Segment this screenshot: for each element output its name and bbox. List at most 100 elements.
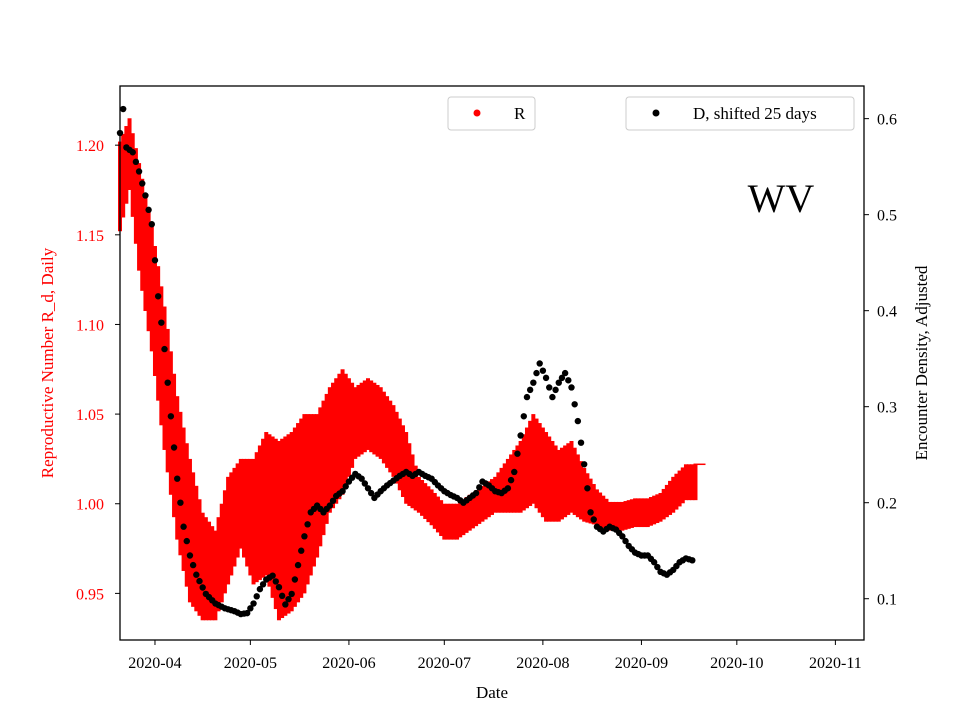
d-point	[561, 369, 569, 377]
r-errorbar	[327, 387, 332, 513]
r-errorbar	[490, 479, 494, 515]
d-point	[135, 168, 143, 175]
r-errorbar	[690, 464, 695, 501]
r-errorbar	[547, 436, 552, 522]
r-errorbar	[251, 458, 256, 585]
r-errorbar	[261, 438, 266, 578]
r-errorbar	[515, 445, 520, 513]
r-errorbar	[594, 489, 599, 526]
d-point	[555, 379, 562, 386]
r-errorbar	[579, 461, 584, 520]
d-point	[622, 537, 629, 545]
r-errorbar	[470, 492, 475, 529]
d-point	[565, 377, 572, 384]
legend-r-marker	[473, 109, 481, 117]
d-point	[291, 576, 299, 583]
r-errorbar	[394, 411, 399, 484]
d-point	[511, 468, 518, 476]
d-point	[282, 601, 289, 608]
d-point	[581, 461, 588, 468]
r-errorbar	[308, 414, 313, 576]
r-errorbar	[509, 454, 514, 513]
d-point	[196, 577, 203, 585]
r-errorbar	[652, 495, 657, 525]
r-errorbar	[524, 427, 529, 509]
r-errorbar	[410, 454, 415, 509]
r-errorbar	[553, 445, 558, 522]
r-errorbar	[477, 488, 482, 524]
r-errorbar	[156, 266, 161, 401]
d-point	[167, 413, 175, 420]
r-errorbar	[588, 478, 593, 524]
r-errorbar	[680, 467, 685, 504]
r-errorbar	[124, 126, 129, 204]
d-point	[177, 499, 184, 506]
r-errorbar	[604, 498, 609, 530]
r-errorbar	[429, 489, 434, 526]
r-errorbar	[626, 500, 631, 529]
r-errorbar	[133, 148, 138, 244]
r-errorbar	[668, 480, 673, 515]
r-errorbar	[629, 499, 634, 528]
r-errorbar	[432, 492, 437, 529]
d-point	[278, 592, 286, 600]
d-point	[530, 379, 537, 386]
r-errorbar	[238, 458, 243, 549]
d-point	[329, 497, 337, 504]
r-errorbar	[346, 378, 351, 477]
x-tick-label: 2020-10	[710, 655, 763, 672]
d-point	[523, 393, 531, 401]
r-errorbar	[474, 490, 479, 527]
r-errorbar	[257, 445, 262, 580]
d-point	[180, 523, 187, 530]
r-errorbar	[439, 500, 444, 537]
r-errorbar	[601, 495, 606, 528]
r-errorbar	[451, 503, 456, 540]
r-errorbar	[362, 380, 367, 453]
r-errorbar	[280, 438, 285, 619]
r-errorbar	[366, 378, 370, 450]
d-point	[151, 257, 159, 264]
r-errorbar	[350, 382, 355, 468]
d-point	[514, 450, 521, 457]
d-point	[568, 384, 575, 391]
r-errorbar	[324, 393, 329, 524]
r-errorbar	[445, 503, 450, 540]
x-tick-label: 2020-11	[809, 655, 862, 672]
d-point	[170, 444, 178, 451]
r-errorbar	[194, 485, 199, 612]
d-point	[574, 417, 582, 425]
r-errorbar	[585, 473, 590, 523]
r-errorbar	[537, 423, 542, 513]
r-errorbar	[213, 530, 218, 621]
r-errorbar	[168, 351, 173, 495]
d-point	[507, 476, 515, 484]
y-right-tick-label: 0.4	[877, 304, 897, 321]
d-point	[253, 593, 260, 600]
r-errorbar	[143, 194, 148, 312]
y-right-axis-label: Encounter Density, Adjusted	[912, 265, 931, 460]
r-errorbar	[693, 464, 698, 501]
d-point	[326, 502, 334, 509]
d-point	[552, 386, 559, 394]
r-errorbar	[162, 306, 167, 450]
r-errorbar	[617, 501, 622, 531]
d-point	[584, 485, 591, 492]
r-errorbar	[397, 418, 402, 491]
x-axis-label: Date	[476, 683, 508, 702]
d-point	[536, 360, 543, 367]
y-right-tick-label: 0.6	[877, 112, 897, 129]
r-errorbar	[226, 476, 231, 585]
d-point	[259, 581, 267, 588]
d-point	[301, 533, 308, 540]
r-errorbar	[242, 458, 246, 558]
r-errorbar	[222, 490, 227, 594]
d-point	[549, 393, 556, 401]
d-point	[542, 374, 550, 382]
d-point	[298, 547, 305, 554]
r-errorbar	[283, 436, 288, 616]
r-errorbar	[461, 499, 466, 536]
r-errorbar	[305, 414, 310, 585]
r-errorbar	[658, 492, 663, 522]
